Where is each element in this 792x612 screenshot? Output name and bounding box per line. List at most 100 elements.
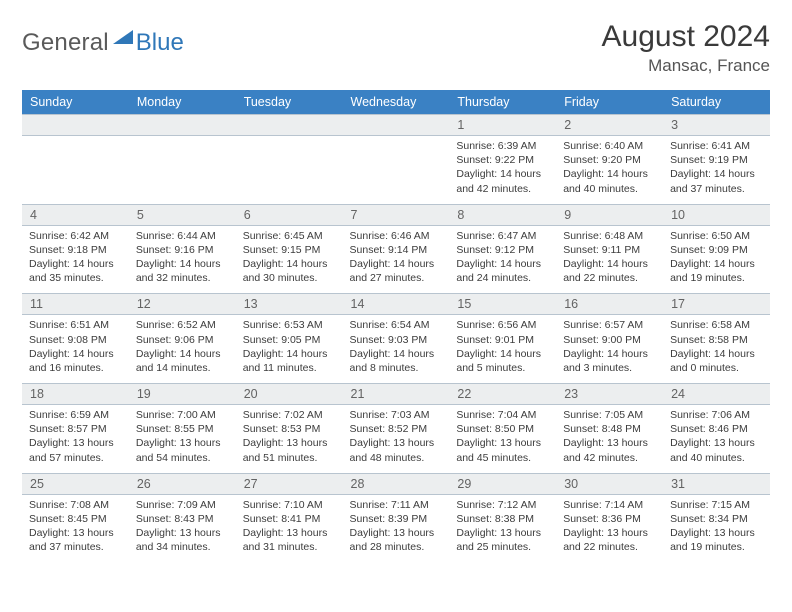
day-cell: Sunrise: 6:59 AMSunset: 8:57 PMDaylight:… xyxy=(22,405,129,474)
day-sunset: Sunset: 9:06 PM xyxy=(136,333,229,347)
day-number: 15 xyxy=(449,294,556,315)
day-number: 10 xyxy=(663,204,770,225)
day-daylight1: Daylight: 14 hours xyxy=(456,257,549,271)
day-daylight1: Daylight: 14 hours xyxy=(563,257,656,271)
day-cell: Sunrise: 7:15 AMSunset: 8:34 PMDaylight:… xyxy=(663,494,770,562)
day-sunset: Sunset: 9:03 PM xyxy=(350,333,443,347)
day-daylight1: Daylight: 13 hours xyxy=(29,436,122,450)
day-sunset: Sunset: 9:22 PM xyxy=(456,153,549,167)
day-daylight2: and 42 minutes. xyxy=(563,451,656,465)
day-cell: Sunrise: 7:04 AMSunset: 8:50 PMDaylight:… xyxy=(449,405,556,474)
day-daylight1: Daylight: 14 hours xyxy=(456,347,549,361)
day-sunrise: Sunrise: 6:40 AM xyxy=(563,139,656,153)
day-sunset: Sunset: 8:41 PM xyxy=(243,512,336,526)
day-cell: Sunrise: 7:10 AMSunset: 8:41 PMDaylight:… xyxy=(236,494,343,562)
day-content-row: Sunrise: 6:42 AMSunset: 9:18 PMDaylight:… xyxy=(22,225,770,294)
day-daylight2: and 11 minutes. xyxy=(243,361,336,375)
day-cell: Sunrise: 7:11 AMSunset: 8:39 PMDaylight:… xyxy=(343,494,450,562)
weekday-header: Friday xyxy=(556,90,663,115)
day-cell xyxy=(129,136,236,205)
day-daylight1: Daylight: 13 hours xyxy=(136,526,229,540)
day-sunset: Sunset: 9:14 PM xyxy=(350,243,443,257)
day-sunrise: Sunrise: 6:58 AM xyxy=(670,318,763,332)
day-sunset: Sunset: 8:53 PM xyxy=(243,422,336,436)
day-daylight2: and 45 minutes. xyxy=(456,451,549,465)
day-sunset: Sunset: 9:01 PM xyxy=(456,333,549,347)
calendar-page: General Blue August 2024 Mansac, France … xyxy=(0,0,792,582)
day-sunrise: Sunrise: 6:51 AM xyxy=(29,318,122,332)
day-cell: Sunrise: 7:06 AMSunset: 8:46 PMDaylight:… xyxy=(663,405,770,474)
day-cell: Sunrise: 6:46 AMSunset: 9:14 PMDaylight:… xyxy=(343,225,450,294)
day-daylight1: Daylight: 14 hours xyxy=(243,257,336,271)
day-number: 16 xyxy=(556,294,663,315)
calendar-table: Sunday Monday Tuesday Wednesday Thursday… xyxy=(22,90,770,562)
day-daylight2: and 16 minutes. xyxy=(29,361,122,375)
day-sunrise: Sunrise: 7:02 AM xyxy=(243,408,336,422)
day-sunrise: Sunrise: 7:15 AM xyxy=(670,498,763,512)
day-sunrise: Sunrise: 6:46 AM xyxy=(350,229,443,243)
day-sunset: Sunset: 8:48 PM xyxy=(563,422,656,436)
day-number: 30 xyxy=(556,473,663,494)
day-daylight1: Daylight: 13 hours xyxy=(670,436,763,450)
day-sunset: Sunset: 8:39 PM xyxy=(350,512,443,526)
day-daylight2: and 19 minutes. xyxy=(670,540,763,554)
day-daylight2: and 5 minutes. xyxy=(456,361,549,375)
day-sunset: Sunset: 9:20 PM xyxy=(563,153,656,167)
day-daylight1: Daylight: 14 hours xyxy=(243,347,336,361)
day-number: 19 xyxy=(129,384,236,405)
day-number-row: 25262728293031 xyxy=(22,473,770,494)
day-daylight2: and 34 minutes. xyxy=(136,540,229,554)
day-sunrise: Sunrise: 6:45 AM xyxy=(243,229,336,243)
day-number: 8 xyxy=(449,204,556,225)
day-number: 4 xyxy=(22,204,129,225)
day-daylight2: and 32 minutes. xyxy=(136,271,229,285)
day-number: 27 xyxy=(236,473,343,494)
day-cell xyxy=(343,136,450,205)
logo-text-blue: Blue xyxy=(136,29,184,57)
day-sunset: Sunset: 8:36 PM xyxy=(563,512,656,526)
day-sunset: Sunset: 8:57 PM xyxy=(29,422,122,436)
day-cell: Sunrise: 6:54 AMSunset: 9:03 PMDaylight:… xyxy=(343,315,450,384)
day-cell: Sunrise: 6:42 AMSunset: 9:18 PMDaylight:… xyxy=(22,225,129,294)
day-sunrise: Sunrise: 6:48 AM xyxy=(563,229,656,243)
day-number xyxy=(129,115,236,136)
day-daylight1: Daylight: 13 hours xyxy=(350,526,443,540)
day-cell: Sunrise: 6:41 AMSunset: 9:19 PMDaylight:… xyxy=(663,136,770,205)
day-daylight2: and 48 minutes. xyxy=(350,451,443,465)
day-cell: Sunrise: 7:03 AMSunset: 8:52 PMDaylight:… xyxy=(343,405,450,474)
day-number: 31 xyxy=(663,473,770,494)
day-cell: Sunrise: 7:14 AMSunset: 8:36 PMDaylight:… xyxy=(556,494,663,562)
day-daylight2: and 37 minutes. xyxy=(670,182,763,196)
day-daylight1: Daylight: 13 hours xyxy=(563,436,656,450)
day-number: 17 xyxy=(663,294,770,315)
day-sunrise: Sunrise: 7:09 AM xyxy=(136,498,229,512)
day-daylight1: Daylight: 14 hours xyxy=(350,347,443,361)
day-daylight2: and 25 minutes. xyxy=(456,540,549,554)
day-daylight2: and 28 minutes. xyxy=(350,540,443,554)
day-daylight1: Daylight: 14 hours xyxy=(350,257,443,271)
day-daylight2: and 30 minutes. xyxy=(243,271,336,285)
day-number: 9 xyxy=(556,204,663,225)
day-sunrise: Sunrise: 6:50 AM xyxy=(670,229,763,243)
day-content-row: Sunrise: 6:39 AMSunset: 9:22 PMDaylight:… xyxy=(22,136,770,205)
day-number xyxy=(236,115,343,136)
day-sunrise: Sunrise: 7:05 AM xyxy=(563,408,656,422)
day-content-row: Sunrise: 7:08 AMSunset: 8:45 PMDaylight:… xyxy=(22,494,770,562)
day-cell: Sunrise: 7:08 AMSunset: 8:45 PMDaylight:… xyxy=(22,494,129,562)
day-number: 26 xyxy=(129,473,236,494)
day-number: 23 xyxy=(556,384,663,405)
day-number: 28 xyxy=(343,473,450,494)
day-number: 6 xyxy=(236,204,343,225)
day-sunrise: Sunrise: 6:39 AM xyxy=(456,139,549,153)
day-sunset: Sunset: 8:43 PM xyxy=(136,512,229,526)
day-number: 2 xyxy=(556,115,663,136)
header: General Blue August 2024 Mansac, France xyxy=(22,20,770,76)
day-cell: Sunrise: 6:48 AMSunset: 9:11 PMDaylight:… xyxy=(556,225,663,294)
day-number: 14 xyxy=(343,294,450,315)
day-sunrise: Sunrise: 6:53 AM xyxy=(243,318,336,332)
day-daylight2: and 57 minutes. xyxy=(29,451,122,465)
day-daylight1: Daylight: 14 hours xyxy=(563,347,656,361)
day-number: 7 xyxy=(343,204,450,225)
day-number: 3 xyxy=(663,115,770,136)
day-sunrise: Sunrise: 7:04 AM xyxy=(456,408,549,422)
